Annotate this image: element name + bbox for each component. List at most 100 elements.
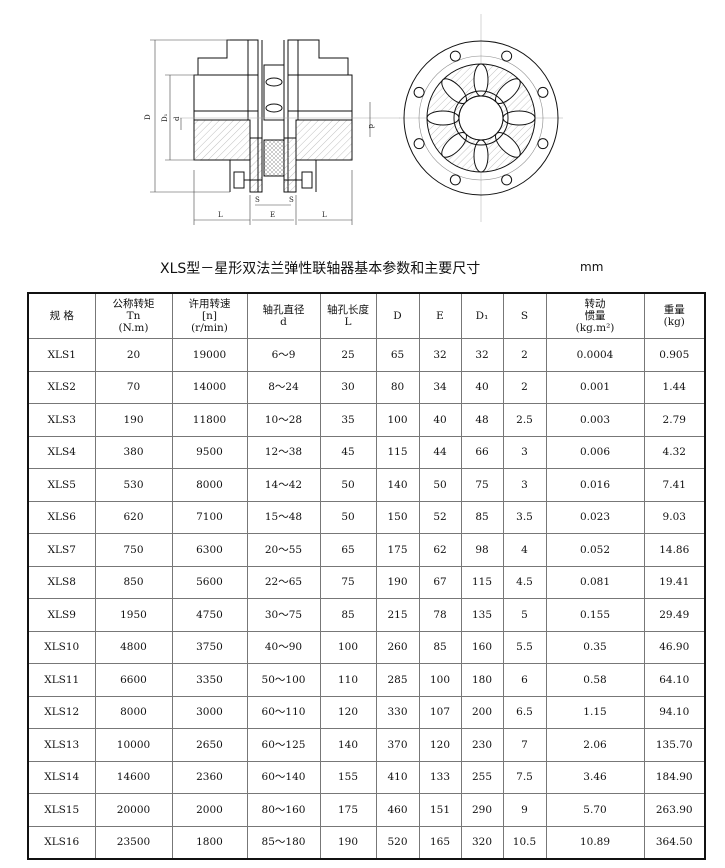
table-cell: 0.001 xyxy=(545,370,645,404)
table-cell: 140 xyxy=(375,468,420,502)
table-cell: 0.006 xyxy=(545,435,645,469)
column-header: 规 格 xyxy=(27,292,96,339)
table-cell: 180 xyxy=(460,663,504,697)
table-cell: 110 xyxy=(319,663,377,697)
unit-label: mm xyxy=(580,260,604,274)
table-cell: XLS1 xyxy=(27,338,96,372)
table-row: XLS4 380 9500 12～38 45 115 44 66 3 0.006 4.32 xyxy=(27,435,706,469)
column-header-line: (kg.m²) xyxy=(575,322,615,335)
bolt-hole xyxy=(537,138,549,150)
table-cell: 3350 xyxy=(171,663,248,697)
table-cell: 4.32 xyxy=(643,435,706,469)
table-cell: 70 xyxy=(94,370,173,404)
table-cell: 40 xyxy=(460,370,504,404)
table-cell: 620 xyxy=(94,500,173,534)
outer-flange xyxy=(403,40,559,196)
table-cell: 10～28 xyxy=(246,403,321,437)
table-cell: 60～110 xyxy=(246,695,321,729)
table-cell: 165 xyxy=(418,825,462,860)
table-cell: 0.016 xyxy=(545,468,645,502)
table-cell: 14.86 xyxy=(643,533,706,567)
table-cell: 19000 xyxy=(171,338,248,372)
table-cell: XLS14 xyxy=(27,760,96,794)
table-cell: 50 xyxy=(418,468,462,502)
table-cell: 35 xyxy=(319,403,377,437)
table-cell: 4750 xyxy=(171,598,248,632)
table-cell: 0.35 xyxy=(545,630,645,664)
table-cell: 9500 xyxy=(171,435,248,469)
front-view xyxy=(399,14,563,222)
table-cell: 22～65 xyxy=(246,565,321,599)
table-cell: 65 xyxy=(375,338,420,372)
table-cell: XLS4 xyxy=(27,435,96,469)
table-cell: 9 xyxy=(502,793,547,827)
table-cell: 14600 xyxy=(94,760,173,794)
column-header-line: 轴孔直径 xyxy=(262,303,305,316)
label-E: E xyxy=(270,211,275,219)
column-header: 轴孔直径 d xyxy=(246,292,321,339)
table-cell: 0.155 xyxy=(545,598,645,632)
table-cell: 4800 xyxy=(94,630,173,664)
table-cell: XLS7 xyxy=(27,533,96,567)
column-header: 重量 (kg) xyxy=(643,292,706,339)
table-cell: 175 xyxy=(375,533,420,567)
label-L-right: L xyxy=(322,211,327,219)
table-cell: 45 xyxy=(319,435,377,469)
table-cell: 285 xyxy=(375,663,420,697)
table-cell: 100 xyxy=(418,663,462,697)
column-header-line: 公称转矩 xyxy=(112,297,155,310)
table-cell: 8000 xyxy=(94,695,173,729)
column-header-line: (kg) xyxy=(663,316,685,328)
table-cell: 2000 xyxy=(171,793,248,827)
table-cell: 10.5 xyxy=(502,825,547,860)
table-row: XLS5 530 8000 14～42 50 140 50 75 3 0.016 7.41 xyxy=(27,468,706,502)
table-cell: XLS12 xyxy=(27,695,96,729)
table-cell: 32 xyxy=(460,338,504,372)
table-cell: 0.023 xyxy=(545,500,645,534)
column-header-line: (N.m) xyxy=(118,322,149,335)
table-cell: 160 xyxy=(460,630,504,664)
table-cell: 1.15 xyxy=(545,695,645,729)
table-cell: 14000 xyxy=(171,370,248,404)
table-cell: 133 xyxy=(418,760,462,794)
table-cell: 44 xyxy=(418,435,462,469)
table-cell: XLS16 xyxy=(27,825,96,860)
table-cell: 67 xyxy=(418,565,462,599)
label-D1: D₁ xyxy=(161,113,169,122)
table-cell: 370 xyxy=(375,728,420,762)
column-header-line: (r/min) xyxy=(191,322,228,335)
table-cell: 100 xyxy=(319,630,377,664)
column-header: 转动 惯量 (kg.m²) xyxy=(545,292,645,339)
table-cell: 85 xyxy=(460,500,504,534)
table-cell: 32 xyxy=(418,338,462,372)
column-header-line: 许用转速 xyxy=(188,297,231,310)
table-cell: 20 xyxy=(94,338,173,372)
table-cell: 6～9 xyxy=(246,338,321,372)
table-cell: 60～140 xyxy=(246,760,321,794)
table-cell: 175 xyxy=(319,793,377,827)
table-cell: 30～75 xyxy=(246,598,321,632)
table-cell: 0.58 xyxy=(545,663,645,697)
label-d-right: d xyxy=(367,124,375,129)
table-cell: 52 xyxy=(418,500,462,534)
table-cell: 3 xyxy=(502,435,547,469)
table-cell: 6.5 xyxy=(502,695,547,729)
table-cell: 3000 xyxy=(171,695,248,729)
table-cell: 2.06 xyxy=(545,728,645,762)
table-row: XLS6 620 7100 15～48 50 150 52 85 3.5 0.023 9.03 xyxy=(27,500,706,534)
column-header: 轴孔长度 L xyxy=(319,292,377,339)
table-cell: 190 xyxy=(319,825,377,860)
table-cell: 75 xyxy=(460,468,504,502)
table-cell: XLS9 xyxy=(27,598,96,632)
table-cell: XLS10 xyxy=(27,630,96,664)
table-cell: 115 xyxy=(375,435,420,469)
table-cell: 0.081 xyxy=(545,565,645,599)
table-row: XLS12 8000 3000 60～110 120 330 107 200 6.5 1.15 94… xyxy=(27,695,706,729)
table-cell: 19.41 xyxy=(643,565,706,599)
label-S-right: S xyxy=(289,196,294,204)
table-row: XLS15 20000 2000 80～160 175 460 151 290 9 5.70 263… xyxy=(27,793,706,827)
table-cell: 3 xyxy=(502,468,547,502)
column-header-line: D₁ xyxy=(475,309,489,322)
bolt-hole xyxy=(449,174,461,186)
table-cell: 30 xyxy=(319,370,377,404)
